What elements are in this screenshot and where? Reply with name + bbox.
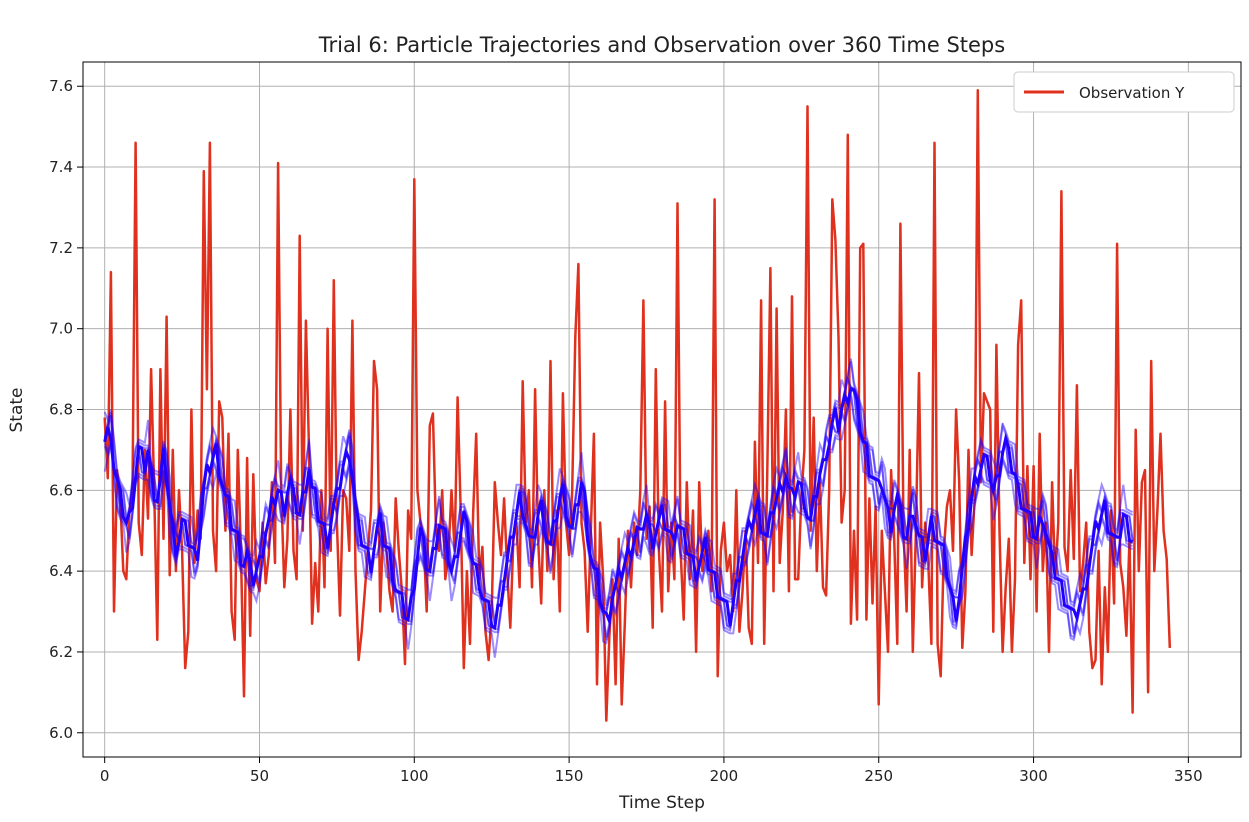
y-tick-label: 6.8: [49, 401, 73, 419]
legend: Observation Y: [1013, 71, 1235, 113]
particle-trajectory: [103, 376, 1134, 629]
particle-trajectory: [103, 358, 1134, 607]
y-tick-label: 6.4: [49, 562, 73, 580]
grid-lines: [83, 62, 1241, 757]
x-tick-label: 350: [1174, 767, 1203, 785]
y-axis-label: State: [7, 388, 27, 433]
legend-label-observation: Observation Y: [1079, 84, 1185, 102]
x-tick-label: 50: [250, 767, 269, 785]
x-tick-label: 150: [555, 767, 584, 785]
particle-trajectory: [103, 395, 1134, 658]
chart-title: Trial 6: Particle Trajectories and Obser…: [318, 33, 1005, 57]
y-tick-label: 7.2: [49, 239, 73, 257]
y-tick-label: 7.4: [49, 158, 73, 176]
x-tick-label: 0: [100, 767, 110, 785]
y-tick-label: 6.2: [49, 643, 73, 661]
x-tick-label: 300: [1019, 767, 1048, 785]
particle-trajectory: [103, 386, 1134, 631]
x-axis-ticks: 0 50 100 150 200 250 300 350: [100, 757, 1203, 785]
particle-trajectories: [103, 358, 1134, 658]
y-tick-label: 7.0: [49, 320, 73, 338]
y-axis-ticks: 6.0 6.2 6.4 6.6 6.8 7.0 7.2 7.4 7.6: [49, 77, 83, 742]
y-tick-label: 6.0: [49, 724, 73, 742]
observation-series: [103, 89, 1172, 722]
legend-box: [1013, 71, 1235, 113]
x-tick-label: 100: [400, 767, 429, 785]
x-tick-label: 250: [864, 767, 893, 785]
observation-line: [103, 89, 1172, 722]
x-tick-label: 200: [710, 767, 739, 785]
particle-trajectory: [103, 361, 1134, 624]
y-tick-label: 6.6: [49, 481, 73, 499]
particle-trajectory: [103, 375, 1134, 627]
y-tick-label: 7.6: [49, 77, 73, 95]
x-axis-label: Time Step: [618, 793, 705, 813]
